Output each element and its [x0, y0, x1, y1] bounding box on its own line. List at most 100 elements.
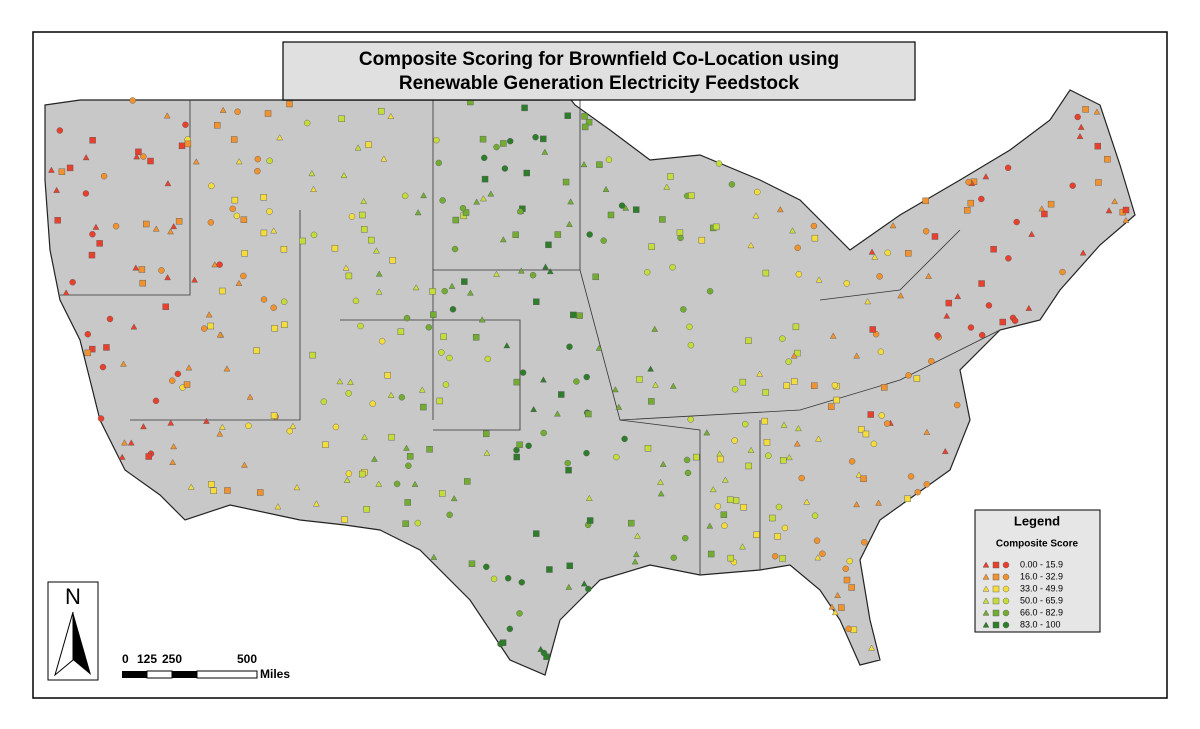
circle [1005, 255, 1012, 262]
triangle [652, 381, 659, 388]
triangle [954, 293, 962, 300]
triangle [831, 609, 839, 616]
circle [810, 222, 818, 230]
circle [233, 212, 241, 220]
triangle [756, 370, 763, 377]
circle [923, 481, 930, 488]
circle [260, 296, 268, 303]
square [762, 269, 770, 277]
triangle [164, 274, 171, 281]
square [779, 555, 786, 562]
square [430, 311, 437, 318]
square [811, 382, 818, 389]
circle [861, 539, 868, 546]
triangle [542, 263, 549, 270]
circle [905, 372, 912, 379]
triangle [1076, 132, 1084, 139]
square [992, 561, 1000, 569]
square [992, 621, 1000, 629]
circle [414, 519, 422, 527]
triangle [1122, 216, 1130, 224]
triangle [871, 253, 879, 260]
circle [280, 298, 288, 305]
circle [845, 625, 852, 633]
triangle [780, 421, 788, 428]
triangle [219, 106, 227, 113]
square [264, 110, 272, 117]
square [260, 194, 267, 201]
legend-label: 16.0 - 32.9 [1020, 571, 1063, 581]
circle [216, 261, 223, 268]
triangle [518, 267, 525, 274]
circle [775, 503, 783, 511]
circle [1004, 164, 1012, 172]
circle [605, 156, 613, 163]
square [712, 223, 720, 231]
circle [529, 271, 537, 279]
circle [621, 435, 628, 443]
triangle [829, 332, 837, 339]
triangle [483, 449, 491, 456]
square [210, 487, 217, 494]
triangle [387, 391, 395, 398]
square [162, 303, 169, 310]
triangle [815, 276, 823, 283]
circle [208, 182, 215, 190]
square [628, 519, 635, 527]
square [850, 626, 858, 634]
circle [517, 208, 524, 215]
triangle [540, 376, 547, 383]
circle [234, 108, 241, 115]
triangle [127, 439, 135, 446]
triangle [752, 212, 760, 219]
triangle [776, 206, 784, 213]
square [533, 298, 540, 305]
triangle [342, 264, 350, 271]
legend-label: 33.0 - 49.9 [1020, 583, 1063, 593]
circle [731, 386, 739, 393]
title: Composite Scoring for Brownfield Co-Loca… [359, 49, 839, 70]
triangle [546, 268, 554, 275]
square [732, 497, 740, 504]
triangle [875, 499, 882, 506]
square [147, 157, 154, 165]
square [632, 206, 640, 213]
circle [270, 304, 277, 311]
square [521, 104, 528, 112]
triangle [793, 440, 801, 447]
square [365, 141, 372, 148]
square [207, 322, 215, 330]
circle [1011, 317, 1019, 324]
circle [425, 324, 433, 331]
triangle [211, 261, 219, 268]
square [280, 246, 288, 253]
triangle [868, 248, 876, 255]
circle [97, 415, 105, 422]
scale-label: 125 [137, 652, 157, 666]
circle [493, 143, 500, 151]
circle [140, 153, 147, 160]
square [558, 391, 565, 398]
triangle [853, 501, 860, 508]
circle [435, 159, 442, 167]
square [791, 378, 798, 385]
square [270, 412, 278, 419]
square [359, 470, 366, 478]
square [762, 389, 769, 396]
triangle [923, 428, 931, 435]
circle [254, 155, 262, 163]
triangle [789, 227, 796, 234]
square [648, 398, 655, 405]
triangle [192, 158, 200, 165]
circle [843, 280, 850, 287]
triangle [133, 153, 141, 160]
triangle [420, 192, 427, 199]
square [848, 584, 855, 591]
circle [229, 205, 236, 213]
circle [254, 167, 261, 175]
square [905, 250, 912, 257]
sites [48, 97, 1130, 660]
triangle [487, 190, 495, 197]
triangle [706, 522, 714, 529]
